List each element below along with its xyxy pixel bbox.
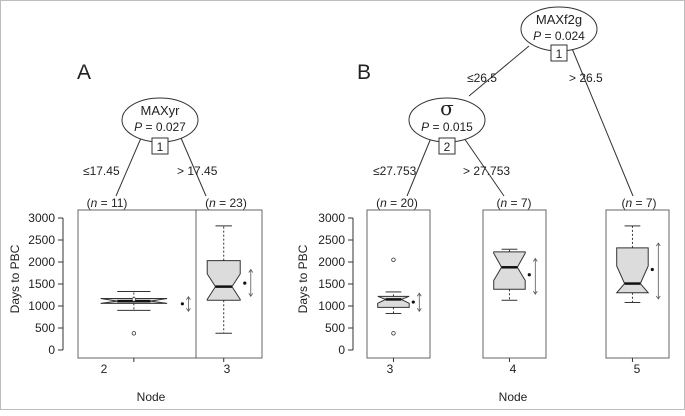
leaf-frame	[77, 209, 212, 359]
outlier-point	[131, 297, 137, 302]
outlier-point	[131, 331, 137, 336]
mean-point	[527, 273, 531, 277]
edge-label-left: ≤17.45	[83, 164, 120, 178]
leaf-node-label: 3	[224, 362, 231, 376]
boxplots-b: 0 500 1000 1500 2000 2500 3000	[318, 209, 670, 362]
y-tick-label: 2500	[28, 233, 55, 247]
tree-edge-a-right	[180, 137, 207, 197]
leaf-node-label: 2	[101, 362, 108, 376]
y-tick-label: 0	[338, 343, 345, 357]
node-id: 1	[556, 47, 563, 61]
tree-edge-b-inner-right	[463, 137, 505, 197]
outlier-point	[391, 257, 396, 262]
x-axis-title: Node	[137, 390, 166, 404]
y-axis-title: Days to PBC	[296, 244, 310, 313]
node-p-value: P = 0.015	[421, 120, 473, 134]
node-variable: MAXf2g	[536, 12, 582, 27]
mean-ci-arrow-down	[416, 308, 422, 313]
leaf-frame	[366, 209, 431, 359]
box	[493, 251, 526, 290]
leaf-node-label: 3	[387, 362, 394, 376]
tree-edge-a-left	[115, 137, 142, 197]
y-tick-label: 1000	[318, 299, 345, 313]
edge-label-inner-left: ≤27.753	[373, 164, 417, 178]
tree-edge-b-inner-left	[406, 137, 432, 197]
node-variable: σ	[440, 96, 454, 120]
panel-a: A MAXyr P = 0.027 1 ≤17.45 > 17.45 (n = …	[8, 61, 263, 404]
y-tick-label: 500	[35, 321, 55, 335]
y-tick-label: 3000	[318, 211, 345, 225]
node-id-box	[438, 137, 456, 155]
mean-ci-arrow-up	[248, 268, 254, 273]
leaf-n-label: (n = 11)	[87, 196, 128, 210]
box	[206, 260, 241, 301]
node-id: 1	[157, 140, 164, 154]
y-tick-label: 500	[325, 321, 345, 335]
y-tick-label: 2500	[318, 233, 345, 247]
leaf-n-label: (n = 7)	[621, 196, 656, 210]
y-tick-label: 0	[48, 343, 55, 357]
mean-point	[243, 281, 247, 285]
node-p-value: P = 0.027	[134, 120, 186, 134]
mean-point	[650, 267, 654, 272]
tree-edge-b-root-left	[468, 45, 530, 97]
mean-ci-arrow-up	[655, 242, 661, 247]
box	[615, 247, 650, 294]
edge-label-inner-right: > 27.753	[463, 164, 510, 178]
y-tick-label: 1000	[28, 299, 55, 313]
mean-ci-arrow-up	[186, 296, 191, 300]
node-p-value: P = 0.024	[533, 29, 585, 43]
outlier-point	[391, 331, 396, 336]
node-id: 2	[444, 140, 451, 154]
panel-a-label: A	[77, 61, 91, 84]
mean-ci-arrow-down	[186, 308, 191, 313]
boxplots-a: 0 500 1000 1500 2000 2500 3000	[28, 209, 263, 362]
mean-ci-arrow-down	[248, 293, 254, 298]
mean-ci-arrow-down	[532, 290, 538, 295]
edge-label-root-right: > 26.5	[569, 71, 603, 85]
node-id-box	[151, 137, 169, 155]
leaf-n-label: (n = 23)	[205, 196, 247, 210]
y-tick-label: 2000	[318, 255, 345, 269]
y-tick-label: 2000	[28, 255, 55, 269]
panel-b-label: B	[357, 61, 371, 84]
x-axis-title: Node	[499, 390, 528, 404]
mean-ci-arrow-up	[532, 257, 538, 262]
node-id-box	[550, 44, 568, 62]
edge-label-right: > 17.45	[177, 164, 218, 178]
tree-edge-b-root-right	[570, 45, 634, 197]
y-tick-label: 3000	[28, 211, 55, 225]
mean-point	[411, 300, 415, 304]
leaf-node-label: 5	[634, 362, 641, 376]
box	[377, 295, 410, 308]
mean-ci-arrow-up	[416, 292, 422, 297]
y-axis-title: Days to PBC	[8, 244, 22, 313]
panel-b: B MAXf2g P = 0.024 1 ≤26.5 > 26.5 σ P = …	[296, 6, 670, 404]
mean-ci-arrow-down	[655, 295, 661, 300]
y-tick-label: 1500	[28, 277, 55, 291]
mean-point	[180, 302, 184, 306]
edge-label-root-left: ≤26.5	[467, 71, 497, 85]
y-tick-label: 1500	[318, 277, 345, 291]
leaf-n-label: (n = 20)	[376, 196, 418, 210]
leaf-node-label: 4	[510, 362, 517, 376]
leaf-n-label: (n = 7)	[496, 196, 531, 210]
node-variable: MAXyr	[141, 103, 181, 118]
